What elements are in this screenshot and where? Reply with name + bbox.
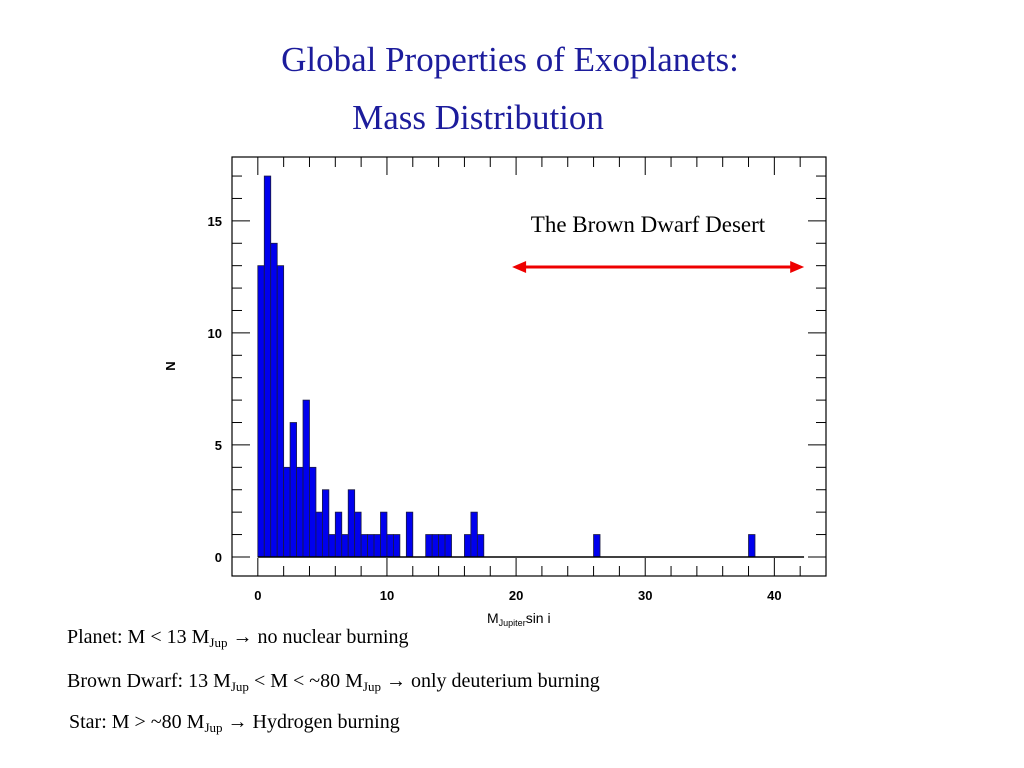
histogram-bar bbox=[270, 242, 278, 558]
histogram-bar bbox=[321, 489, 330, 558]
histogram-bar bbox=[425, 534, 433, 558]
y-axis-label: N bbox=[163, 361, 178, 370]
histogram-bar bbox=[367, 534, 375, 558]
arrow-head-right bbox=[790, 261, 805, 273]
histogram-bar bbox=[380, 511, 388, 558]
histogram-bar bbox=[393, 534, 401, 558]
histogram-bar bbox=[283, 466, 291, 558]
histogram-bar bbox=[386, 534, 394, 558]
y-tick-label: 15 bbox=[208, 214, 222, 229]
histogram-bar bbox=[341, 534, 349, 558]
histogram-bar bbox=[438, 534, 446, 558]
histogram-bar bbox=[328, 534, 336, 558]
x-tick-label: 0 bbox=[254, 588, 261, 603]
note-planet: Planet: M < 13 MJup → no nuclear burning bbox=[67, 626, 409, 650]
histogram-bar bbox=[334, 511, 343, 558]
histogram-bar bbox=[354, 511, 362, 558]
histogram-bar bbox=[464, 534, 472, 558]
y-tick-label: 0 bbox=[215, 550, 222, 565]
histogram-bar bbox=[296, 466, 304, 558]
histogram-bar bbox=[431, 534, 440, 558]
histogram-bar bbox=[748, 534, 756, 558]
note-brown-dwarf: Brown Dwarf: 13 MJup < M < ~80 MJup → on… bbox=[67, 670, 600, 694]
x-tick-label: 30 bbox=[638, 588, 652, 603]
x-tick-label: 20 bbox=[509, 588, 523, 603]
y-tick-label: 5 bbox=[215, 438, 222, 453]
plot-frame bbox=[231, 156, 827, 577]
slide-title-line1: Global Properties of Exoplanets: bbox=[281, 40, 739, 79]
arrow-head-left bbox=[512, 261, 527, 273]
histogram-bar bbox=[276, 265, 285, 558]
histogram-bar bbox=[263, 175, 272, 558]
histogram-bar bbox=[309, 466, 317, 558]
y-tick-label: 10 bbox=[208, 326, 222, 341]
desert-range-arrow bbox=[512, 261, 805, 273]
note-star: Star: M > ~80 MJup → Hydrogen burning bbox=[69, 711, 400, 735]
slide-title-line2: Mass Distribution bbox=[352, 98, 604, 137]
histogram-bar bbox=[470, 511, 478, 558]
histogram-bar bbox=[444, 534, 452, 558]
histogram-bar bbox=[373, 534, 381, 558]
histogram-bar bbox=[257, 265, 265, 558]
histogram-bar bbox=[315, 511, 323, 558]
x-tick-label: 40 bbox=[767, 588, 781, 603]
histogram-bar bbox=[360, 534, 368, 558]
brown-dwarf-desert-annotation: The Brown Dwarf Desert bbox=[531, 212, 766, 237]
histogram-bar bbox=[405, 511, 414, 558]
histogram-bar bbox=[302, 399, 310, 558]
histogram-bar bbox=[289, 422, 297, 558]
histogram-bar bbox=[476, 534, 485, 558]
x-axis-label: MJupitersin i bbox=[487, 610, 551, 628]
histogram-bar bbox=[593, 534, 601, 558]
histogram-bar bbox=[347, 489, 356, 558]
x-tick-label: 10 bbox=[380, 588, 394, 603]
